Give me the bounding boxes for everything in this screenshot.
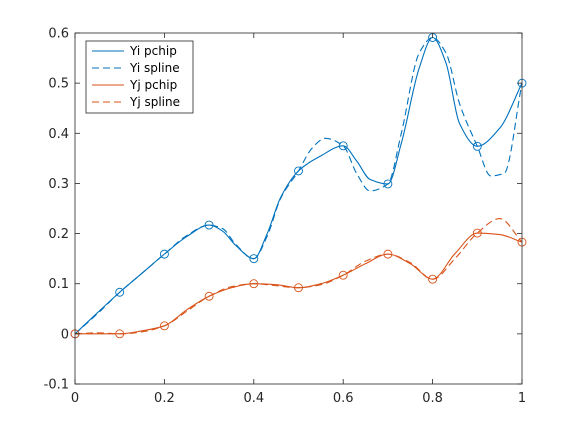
y-tick-label: 0 [61, 327, 69, 342]
data-point-yi-1 [115, 287, 125, 297]
series-line-yj-spline [74, 217, 523, 335]
data-point-yj-9 [472, 228, 482, 238]
data-point-yi-5 [294, 166, 303, 176]
legend-label-yj-spline: Yj spline [129, 95, 180, 109]
data-point-yj-4 [249, 279, 259, 289]
x-tick-label: 0.6 [333, 391, 354, 406]
data-point-yj-2 [159, 321, 169, 331]
data-point-yi-6 [338, 141, 348, 151]
y-tick-label: 0.3 [48, 177, 69, 192]
x-tick-label: 0.2 [154, 391, 175, 406]
legend-label-yi-pchip: Yi pchip [129, 44, 177, 58]
x-tick-label: 1 [518, 391, 526, 406]
y-tick-label: 0.2 [48, 227, 69, 242]
data-point-yj-6 [338, 270, 348, 280]
y-tick-label: 0.6 [48, 27, 69, 42]
data-point-yj-5 [294, 283, 303, 293]
data-point-yi-9 [472, 141, 482, 151]
data-point-yi-4 [249, 254, 259, 264]
data-point-yj-1 [115, 329, 125, 339]
legend-label-yi-spline: Yi spline [129, 61, 180, 75]
legend: Yi pchip Yi spline Yj pchip Yj spline [85, 40, 194, 114]
x-tick-label: 0 [71, 391, 79, 406]
data-point-yi-3 [204, 220, 214, 230]
data-point-yj-7 [383, 249, 393, 259]
series-line-yi-spline [74, 36, 523, 335]
axes-box [74, 32, 523, 385]
data-point-yi-2 [159, 249, 169, 259]
x-tick-label: 0.8 [422, 391, 443, 406]
legend-label-yj-pchip: Yj pchip [129, 78, 177, 92]
data-point-yj-8 [428, 274, 438, 284]
axes-layer: 0 0.2 0.4 0.6 0.8 1-0.100.10.20.30.40.50.6 [44, 27, 527, 407]
data-point-yj-3 [204, 291, 214, 301]
y-tick-label: 0.4 [48, 127, 69, 142]
data-point-yi-7 [383, 179, 393, 189]
y-tick-label: 0.5 [48, 77, 69, 92]
x-tick-label: 0.4 [243, 391, 264, 406]
legend-box [85, 40, 194, 114]
y-tick-label: 0.1 [48, 277, 69, 292]
y-tick-label: -0.1 [44, 378, 69, 393]
series-layer [74, 36, 523, 335]
